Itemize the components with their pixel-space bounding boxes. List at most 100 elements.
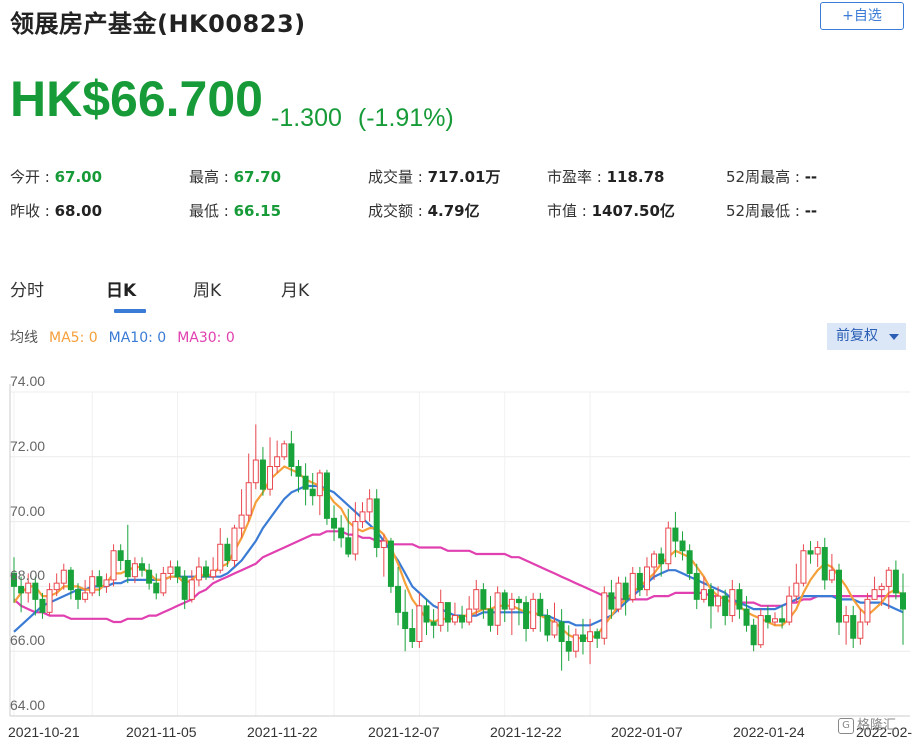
candle-body <box>295 466 302 477</box>
candle-body <box>160 572 167 594</box>
candle-body <box>146 569 153 584</box>
candle-body <box>835 569 842 623</box>
stat-open-value: 67.00 <box>54 168 103 186</box>
candle-body <box>743 608 750 626</box>
candle-body <box>636 572 643 591</box>
x-tick-label: 2021-10-21 <box>8 724 80 740</box>
candle-body <box>871 589 878 600</box>
candle-body <box>217 543 224 571</box>
price-adjust-dropdown[interactable]: 前复权 <box>827 323 906 350</box>
x-tick-label: 2022-01-07 <box>611 724 683 740</box>
candle-body <box>267 466 274 490</box>
candle-body <box>380 540 387 549</box>
candle-body <box>366 498 373 513</box>
candle-body <box>771 618 778 623</box>
candle-body <box>686 550 693 574</box>
candle-body <box>352 521 359 555</box>
candle-body <box>238 514 245 529</box>
candle-body <box>494 592 501 626</box>
tab-daily-k[interactable]: 日K <box>106 281 137 301</box>
candle-body <box>345 537 352 555</box>
candle-body <box>864 598 871 623</box>
candle-body <box>722 595 729 617</box>
current-price: HK$66.700 <box>10 71 263 127</box>
candle-body <box>715 595 722 607</box>
candle-body <box>167 566 174 574</box>
candle-body <box>857 621 864 639</box>
stat-volume-label: 成交量 : <box>368 168 428 186</box>
change-amount: -1.300 <box>271 104 342 132</box>
stats-row-1: 今开 : 67.00 最高 : 67.70 成交量 : 717.01万 市盈率 … <box>10 166 910 200</box>
candle-body <box>245 482 252 516</box>
candle-body <box>46 589 53 613</box>
stat-52w-low-label: 52周最低 : <box>726 202 805 220</box>
stat-open-label: 今开 : <box>10 168 55 186</box>
stat-turnover: 成交额 : 4.79亿 <box>368 200 480 221</box>
candle-body <box>430 621 437 626</box>
ma30-legend: MA30: 0 <box>177 330 235 346</box>
candle-body <box>594 631 601 639</box>
candle-body <box>672 527 679 542</box>
candle-body <box>188 579 195 600</box>
active-tab-indicator <box>114 309 146 313</box>
x-tick-label: 2021-12-07 <box>368 724 440 740</box>
candle-body <box>387 540 394 587</box>
ma10-line <box>13 484 904 633</box>
watermark-logo-icon: G <box>838 717 854 734</box>
candle-body <box>587 631 594 642</box>
candle-body <box>338 527 345 539</box>
tab-weekly-k[interactable]: 周K <box>193 281 222 301</box>
quote-stats: 今开 : 67.00 最高 : 67.70 成交量 : 717.01万 市盈率 … <box>10 166 910 234</box>
candle-body <box>885 569 892 587</box>
candle-body <box>629 572 636 600</box>
candle-body <box>281 443 288 458</box>
candle-body <box>530 598 537 630</box>
candle-body <box>89 576 96 594</box>
candle-body <box>402 611 409 630</box>
x-tick-label: 2021-11-22 <box>247 724 318 740</box>
candle-body <box>359 511 366 523</box>
candle-body <box>679 540 686 552</box>
candle-body <box>11 572 17 587</box>
candle-body <box>18 585 25 594</box>
stat-pe-label: 市盈率 : <box>547 168 607 186</box>
candle-body <box>124 559 131 578</box>
stat-52w-high-label: 52周最高 : <box>726 168 805 186</box>
candle-body <box>480 589 487 610</box>
candle-body <box>693 572 700 600</box>
ma-legend-title: 均线 <box>10 330 38 346</box>
candle-body <box>643 566 650 591</box>
stat-prev-close-value: 68.00 <box>54 202 103 220</box>
candle-body <box>900 592 906 610</box>
candle-body <box>395 585 402 613</box>
candle-body <box>843 615 850 623</box>
y-tick-label: 74.00 <box>10 373 46 389</box>
candle-body <box>700 589 707 600</box>
tab-intraday[interactable]: 分时 <box>10 281 44 301</box>
candle-body <box>786 595 793 623</box>
candle-body <box>195 566 202 581</box>
candle-body <box>707 589 714 607</box>
candle-body <box>793 582 800 597</box>
page-title: 领展房产基金(HK00823) <box>10 10 306 38</box>
stat-high-value: 67.70 <box>233 168 282 186</box>
tab-monthly-k[interactable]: 月K <box>281 281 310 301</box>
candle-body <box>572 634 579 652</box>
stat-open: 今开 : 67.00 <box>10 166 102 187</box>
stat-low: 最低 : 66.15 <box>189 200 281 221</box>
candle-body <box>601 592 608 639</box>
candle-body <box>373 498 380 549</box>
caret-down-icon <box>889 334 899 340</box>
add-to-watchlist-button[interactable]: +自选 <box>820 2 904 30</box>
candle-body <box>800 550 807 584</box>
stat-turnover-label: 成交额 : <box>368 202 428 220</box>
candle-body <box>131 563 138 578</box>
candle-body <box>32 582 39 600</box>
candle-body <box>60 569 67 584</box>
candle-body <box>75 589 82 600</box>
candle-body <box>757 615 764 646</box>
candle-body <box>53 582 60 591</box>
ma5-line <box>13 465 904 640</box>
stat-low-value: 66.15 <box>233 202 282 220</box>
candle-body <box>821 547 828 581</box>
